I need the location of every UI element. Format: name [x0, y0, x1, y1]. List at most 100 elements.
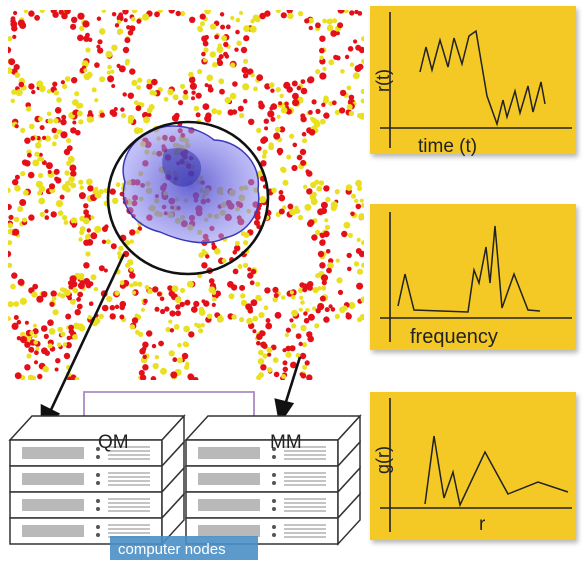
framework-atom [340, 69, 345, 74]
framework-atom [182, 353, 189, 360]
led [272, 533, 276, 537]
framework-atom [56, 342, 62, 348]
framework-atom [17, 206, 24, 212]
framework-atom [47, 343, 53, 349]
framework-atom [299, 148, 307, 156]
framework-atom [343, 221, 351, 229]
framework-atom [206, 313, 213, 319]
framework-atom [281, 295, 286, 300]
framework-atom [273, 132, 281, 140]
framework-atom [57, 326, 63, 333]
framework-atom [14, 72, 21, 78]
framework-atom [51, 296, 57, 301]
framework-atom [303, 317, 310, 324]
framework-atom [349, 62, 355, 67]
framework-atom [129, 283, 134, 288]
framework-atom [76, 297, 81, 302]
framework-atom [8, 67, 13, 74]
framework-atom [159, 296, 165, 302]
framework-atom [326, 18, 333, 25]
framework-atom [307, 335, 315, 343]
framework-atom [175, 304, 181, 310]
framework-atom [8, 250, 12, 258]
framework-atom [496, 160, 502, 166]
framework-atom [10, 98, 15, 104]
framework-atom [28, 83, 35, 90]
framework-atom [218, 54, 224, 60]
framework-atom [167, 285, 173, 291]
framework-atom [50, 290, 57, 297]
framework-atom [174, 296, 182, 304]
framework-atom [151, 343, 157, 349]
framework-atom [260, 160, 267, 167]
panel-gr-xlabel: r [479, 514, 486, 535]
framework-atom [202, 103, 210, 110]
framework-atom [300, 113, 306, 119]
framework-atom [198, 328, 204, 334]
framework-atom [33, 333, 38, 339]
framework-atom [74, 376, 80, 380]
framework-atom [134, 313, 139, 318]
framework-atom [219, 12, 225, 17]
framework-atom [296, 85, 302, 91]
framework-atom [272, 286, 279, 293]
framework-atom [216, 109, 222, 115]
framework-atom [418, 353, 424, 359]
framework-atom [265, 322, 273, 330]
framework-atom [312, 287, 319, 294]
framework-atom [116, 63, 121, 68]
framework-atom [10, 20, 18, 28]
framework-atom [16, 336, 22, 341]
framework-atom [101, 226, 108, 232]
framework-atom [374, 375, 379, 380]
framework-atom [135, 229, 141, 235]
framework-atom [291, 80, 298, 87]
framework-atom [357, 11, 363, 16]
framework-atom [173, 324, 180, 330]
framework-atom [49, 301, 55, 307]
framework-atom [195, 92, 202, 99]
led [96, 533, 100, 537]
framework-atom [498, 353, 503, 358]
framework-atom [341, 305, 348, 312]
framework-atom [11, 322, 19, 330]
framework-atom [258, 349, 264, 356]
framework-atom [198, 252, 204, 258]
framework-atom [243, 262, 249, 268]
framework-atom [272, 105, 277, 110]
framework-atom [37, 373, 43, 380]
framework-atom [209, 51, 216, 58]
framework-atom [304, 360, 310, 366]
framework-atom [85, 251, 91, 257]
framework-atom [185, 361, 190, 367]
panel-gr-ylabel: g(r) [373, 446, 393, 474]
framework-atom [72, 334, 78, 340]
framework-atom [172, 94, 179, 101]
framework-atom [538, 365, 543, 370]
framework-atom [201, 262, 208, 269]
framework-atom [76, 110, 83, 117]
framework-atom [177, 342, 182, 348]
framework-atom [311, 99, 317, 105]
framework-atom [33, 360, 39, 365]
framework-atom [71, 16, 78, 23]
framework-atom [131, 317, 139, 324]
framework-atom [239, 113, 245, 119]
framework-atom [8, 240, 13, 246]
framework-atom [30, 135, 36, 141]
framework-atom [322, 66, 327, 71]
framework-atom [70, 127, 77, 134]
framework-atom [289, 133, 295, 139]
framework-atom [202, 40, 209, 47]
framework-atom [24, 320, 29, 325]
framework-atom [279, 93, 284, 99]
framework-atom [66, 335, 72, 341]
framework-atom [78, 119, 84, 125]
framework-atom [111, 44, 118, 51]
framework-atom [316, 185, 323, 192]
framework-atom [323, 112, 330, 119]
framework-atom [208, 286, 216, 294]
framework-atom [300, 87, 308, 95]
framework-atom [87, 110, 93, 115]
framework-atom [304, 18, 310, 24]
